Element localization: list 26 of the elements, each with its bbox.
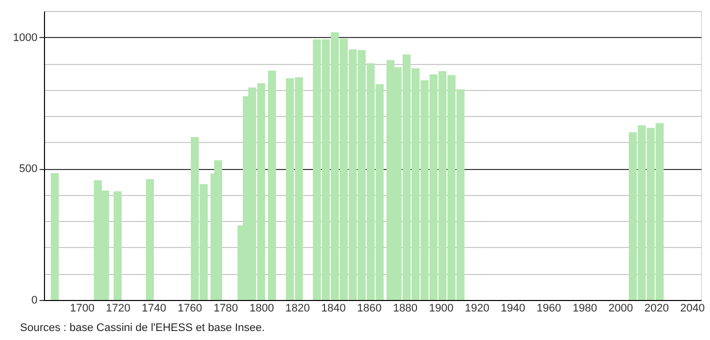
x-tick-label: 1800 — [249, 302, 274, 314]
x-tick-label: 1980 — [572, 302, 598, 314]
x-tick-label: 1820 — [285, 302, 310, 314]
bar — [146, 179, 154, 300]
y-tick-label: 1000 — [13, 32, 38, 44]
x-tick-label: 1920 — [464, 302, 490, 314]
x-tick-label: 1720 — [106, 302, 130, 314]
x-tick-label: 2040 — [680, 302, 705, 314]
x-tick-label: 1760 — [178, 302, 202, 314]
bar — [50, 173, 59, 300]
x-tick-label: 1940 — [500, 302, 526, 314]
bar — [268, 70, 276, 300]
x-tick-label: 1700 — [70, 302, 94, 314]
y-tick-label: 0 — [31, 294, 38, 306]
x-tick-label: 2020 — [644, 302, 669, 314]
x-tick-label: 2000 — [608, 302, 633, 314]
x-tick-label: 1860 — [357, 302, 382, 314]
x-tick-label: 1880 — [393, 302, 418, 314]
x-tick-label: 1740 — [142, 302, 166, 314]
y-tick-label: 500 — [19, 163, 38, 176]
source-note: Sources : base Cassini de l'EHESS et base Insee. — [20, 322, 265, 334]
bar — [114, 191, 122, 300]
x-tick-label: 1960 — [536, 302, 562, 314]
x-tick-label: 1780 — [214, 302, 238, 314]
x-tick-label: 1900 — [428, 302, 454, 314]
x-tick-label: 1840 — [321, 302, 346, 314]
